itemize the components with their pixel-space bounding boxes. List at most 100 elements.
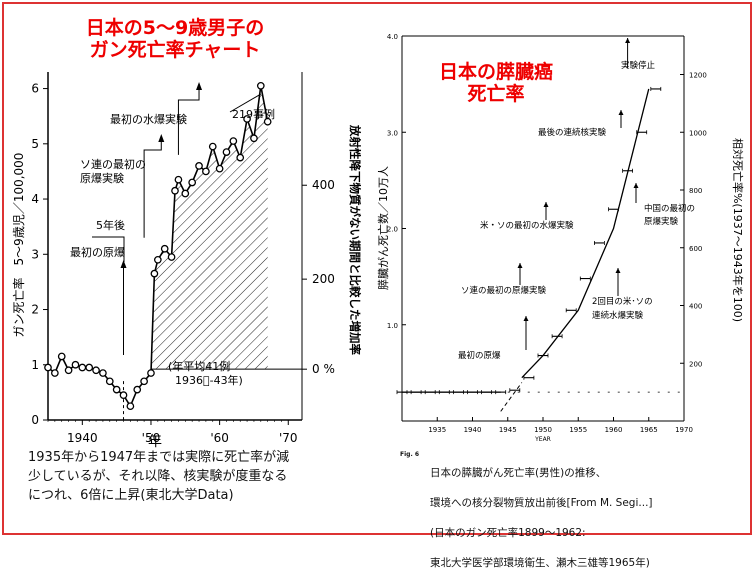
left-x-tick-label: '50 [142, 431, 161, 445]
left-data-point [263, 117, 272, 126]
right-annot-last-nuclear: 最後の連続核実験 [538, 127, 607, 138]
right-annot-china1-arrowhead [633, 183, 639, 188]
right-trend-dashed [500, 382, 523, 412]
left-chart-caption: 1935年から1947年までは実際に死亡率が減 少しているが、それ以降、核実験が… [28, 450, 290, 503]
outer-frame [2, 2, 752, 535]
right-y-tick-label: 1.0 [387, 322, 398, 330]
left-data-point [51, 369, 59, 377]
left-data-point [147, 369, 155, 377]
right-right-tick-label: 1000 [689, 129, 707, 137]
right-annot-stop: 実験停止 [621, 60, 656, 71]
right-right-y-label: 相対死亡率%(1937～1943年を100) [731, 138, 745, 322]
left-data-point [133, 385, 142, 394]
right-y-tick-label: 3.0 [387, 129, 398, 137]
left-annot-last-h-arrow [177, 86, 200, 155]
right-annot-us-soviet-h-arrowhead [543, 202, 549, 207]
left-data-point [126, 402, 135, 411]
left-x-tick-label: '60 [210, 431, 229, 445]
right-y-tick-label: 2.0 [387, 226, 398, 234]
left-data-point [202, 167, 210, 176]
left-title-line2: ガン死亡率チャート [89, 38, 261, 61]
right-right-tick-label: 600 [689, 245, 702, 253]
right-y-tick-label: 4.0 [387, 33, 398, 41]
left-chart-panel: 0 1 2 3 4 5 6 1940 '50 '60 '70 年 0 % 200 400 ガン死亡率 5～9歳… [0, 0, 378, 539]
right-x-label: YEAR [534, 436, 551, 443]
right-right-tick-label: 1200 [689, 72, 707, 80]
left-y-tick-label: 2 [31, 303, 39, 317]
left-data-point [64, 366, 73, 375]
right-annot-us-soviet-h: 米・ソの最初の水爆実験 [480, 220, 574, 231]
left-annot-last-h-arrowhead [196, 82, 203, 90]
left-annot-219-leader [229, 93, 262, 113]
left-chart-title: 日本の5～9歳男子の ガン死亡率チャート [60, 17, 290, 62]
left-data-point [153, 255, 162, 264]
left-annot-first-atomic-arrowhead [120, 260, 127, 268]
left-data-point [44, 363, 52, 372]
left-annot-five-years-bracket [92, 236, 125, 262]
left-x-label: 年 [148, 434, 162, 450]
right-y-label: 膵臓がん死亡数／10万人 [376, 166, 390, 290]
left-title-line1: 日本の5～9歳男子の [85, 17, 265, 39]
right-annot-stop-arrowhead [625, 38, 631, 43]
right-x-tick-label: 1950 [534, 426, 552, 434]
left-annot-avg2: 1936ﾟ-43年) [175, 373, 243, 387]
left-annot-five-years: 5年後 [96, 218, 125, 232]
left-y-label: ガン死亡率 5～9歳児／100,000 [11, 153, 26, 338]
left-right-tick-label: 0 % [312, 362, 335, 376]
right-annot-china1: 中国の最初の [644, 203, 695, 214]
left-data-point [71, 360, 80, 369]
right-title-line2: 死亡率 [467, 82, 525, 105]
left-y-tick-label: 0 [31, 413, 39, 427]
right-annot-first-a: 最初の原爆 [458, 350, 501, 361]
left-data-point [112, 385, 121, 394]
right-x-tick-label: 1960 [605, 426, 623, 434]
left-data-point [99, 369, 107, 377]
left-annot-soviet-arrow [143, 138, 162, 238]
right-trend-line [521, 88, 650, 379]
left-data-point [195, 162, 203, 170]
right-caption-line2: 環境への核分裂物質放出前後[From M. Segi...] [430, 497, 653, 509]
right-x-tick-label: 1940 [464, 426, 482, 434]
left-annot-soviet1: ソ連の最初の [80, 157, 146, 171]
left-annot-soviet-arrowhead [158, 134, 165, 142]
left-x-tick-label: '70 [279, 431, 298, 445]
right-annot-second2: 連続水爆実験 [592, 310, 644, 321]
left-annot-first-atomic: 最初の原爆 [70, 245, 125, 259]
left-y-tick-label: 1 [31, 358, 39, 372]
right-caption-line1: 日本の膵臓がん死亡率(男性)の推移、 [430, 467, 607, 479]
left-annot-219: 219事例 [232, 107, 275, 121]
right-x-tick-label: 1945 [499, 426, 517, 434]
left-data-point [119, 391, 128, 399]
right-caption-line3: (日本のガン死亡率1899～1962: [430, 527, 586, 539]
left-data-point [150, 269, 159, 278]
right-right-tick-label: 200 [689, 360, 702, 368]
left-data-point [171, 186, 179, 195]
left-data-point [256, 81, 265, 90]
right-x-tick-label: 1970 [675, 426, 693, 434]
left-data-point [215, 164, 224, 173]
left-data-point [92, 366, 100, 375]
right-annot-china2: 原爆実験 [644, 216, 679, 227]
right-annot-soviet-a-arrowhead [517, 263, 523, 268]
left-right-tick-label: 200 [312, 272, 335, 286]
right-title-line1: 日本の膵臓癌 [438, 61, 553, 83]
left-data-point [78, 363, 87, 372]
right-annot-second1: 2回目の米･ソの [592, 296, 653, 307]
left-chart-svg: 0 1 2 3 4 5 6 1940 '50 '60 '70 年 0 % 200 400 ガン死亡率 5～9歳… [11, 72, 362, 450]
left-right-y-label: 放射性降下物質がない期間と比較した増加率 [348, 124, 362, 355]
left-y-tick-label: 6 [31, 82, 39, 96]
left-annot-last-h: 最初の水爆実験 [110, 112, 187, 126]
left-data-point [167, 253, 176, 261]
left-data-point [85, 363, 94, 372]
right-annot-soviet-a: ソ連の最初の原爆実験 [461, 285, 547, 296]
left-data-point [160, 244, 169, 253]
right-annot-second1-arrowhead [615, 268, 621, 273]
right-annot-last-nuclear-arrowhead [618, 110, 624, 115]
left-data-point [57, 352, 66, 361]
left-annot-soviet2: 原爆実験 [80, 171, 124, 185]
left-annot-avg1: (年平均41例 [168, 359, 230, 373]
left-data-point [236, 153, 245, 162]
right-x-tick-label: 1955 [569, 426, 587, 434]
left-data-point [188, 178, 197, 187]
right-x-tick-label: 1965 [640, 426, 658, 434]
